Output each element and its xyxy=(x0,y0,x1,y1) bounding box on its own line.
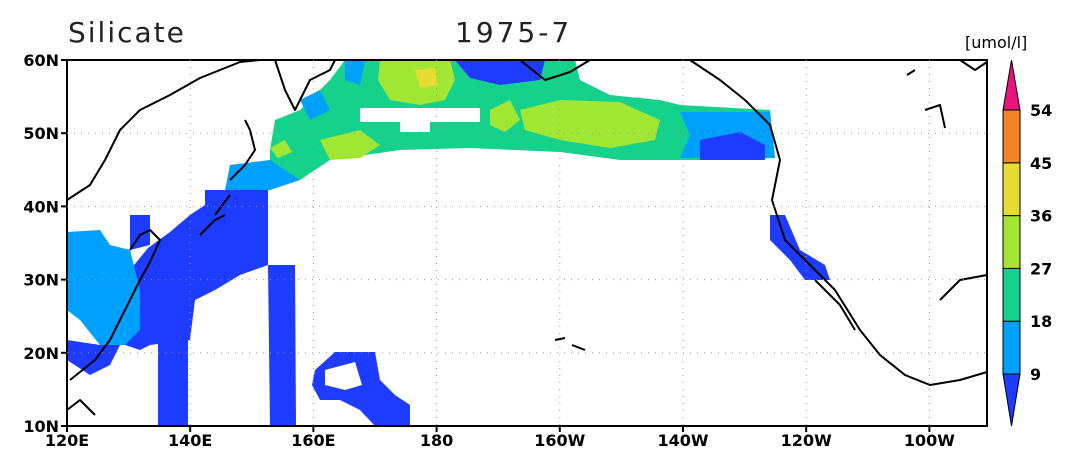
colorbar-segment xyxy=(1002,162,1021,217)
lon-label: 140W xyxy=(657,431,708,450)
colorbar-label: 54 xyxy=(1030,101,1052,120)
lon-label: 120W xyxy=(781,431,832,450)
lat-label: 30N xyxy=(23,271,59,290)
silicate-field xyxy=(67,60,830,426)
lat-label: 50N xyxy=(23,124,59,143)
colorbar-segment xyxy=(1002,267,1021,322)
lon-label: 180 xyxy=(420,431,453,450)
colorbar-arrow-low xyxy=(1002,373,1021,427)
lon-label: 160E xyxy=(291,431,335,450)
map-frame xyxy=(66,59,988,427)
subtitle: 1975-7 xyxy=(455,16,572,49)
lat-label: 20N xyxy=(23,344,59,363)
colorbar-segment xyxy=(1002,320,1021,375)
colorbar-label: 27 xyxy=(1030,259,1052,278)
lon-label: 160W xyxy=(534,431,585,450)
lat-label: 10N xyxy=(23,417,59,436)
coastlines xyxy=(66,59,988,416)
title: Silicate xyxy=(68,16,186,49)
units: [umol/l] xyxy=(965,33,1027,52)
colorbar-label: 45 xyxy=(1030,154,1052,173)
lon-label: 100W xyxy=(904,431,955,450)
colorbar-label: 36 xyxy=(1030,207,1052,226)
lon-label: 120E xyxy=(45,431,89,450)
colorbar-arrow-high xyxy=(1002,59,1021,111)
colorbar-label: 18 xyxy=(1030,312,1052,331)
lat-label: 40N xyxy=(23,197,59,216)
colorbar-label: 9 xyxy=(1030,365,1041,384)
lon-label: 140E xyxy=(168,431,212,450)
colorbar-segment xyxy=(1002,215,1021,269)
colorbar-segment xyxy=(1002,109,1021,164)
lat-label: 60N xyxy=(23,51,59,70)
